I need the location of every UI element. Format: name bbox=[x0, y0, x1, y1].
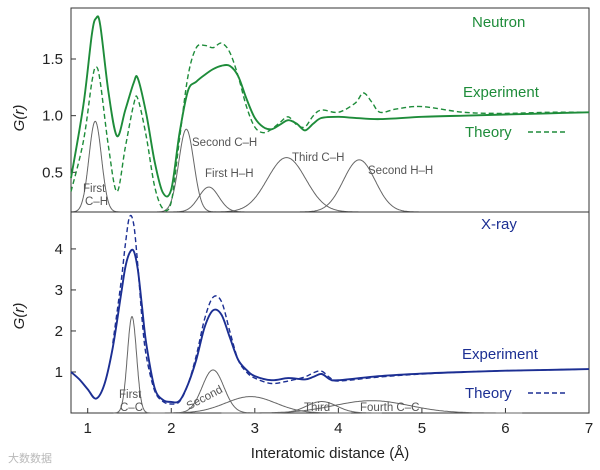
xray-y-axis-label: G(r) bbox=[11, 303, 28, 330]
neutron-experiment-line bbox=[70, 15, 590, 198]
neutron-y-tick-label: 1.5 bbox=[42, 51, 63, 68]
xray-theory-line bbox=[112, 214, 590, 405]
watermark: 大数数据 bbox=[8, 451, 52, 465]
neutron-plot-frame bbox=[70, 7, 590, 213]
neutron-panel: G(r) 0.5 1.0 1.5 Neutron Experiment Theory… bbox=[11, 7, 590, 213]
xray-experiment-line bbox=[70, 248, 590, 404]
xray-title: X-ray bbox=[481, 216, 517, 233]
neutron-legend-experiment: Experiment bbox=[463, 84, 540, 101]
neutron-partial-curve bbox=[295, 159, 423, 213]
xray-partial-curve bbox=[113, 316, 151, 414]
x-tick-label: 2 bbox=[167, 420, 175, 437]
xray-legend-experiment: Experiment bbox=[462, 346, 539, 363]
xray-y-tick-label: 3 bbox=[55, 282, 63, 299]
xray-series bbox=[70, 214, 590, 405]
xray-partials bbox=[113, 316, 523, 414]
neutron-y-ticks: 0.5 1.0 1.5 bbox=[42, 51, 76, 181]
annotation-first-cc-1: First bbox=[119, 389, 142, 401]
annotation-first-hh: First H–H bbox=[205, 168, 254, 180]
annotation-first-ch-2: C–H bbox=[85, 196, 108, 208]
neutron-partial-curve bbox=[156, 128, 217, 213]
neutron-series bbox=[70, 15, 590, 212]
x-tick-label: 5 bbox=[418, 420, 426, 437]
neutron-y-axis-label: G(r) bbox=[11, 105, 28, 132]
xray-partial-curve bbox=[150, 396, 351, 414]
xray-y-tick-label: 2 bbox=[55, 323, 63, 340]
neutron-partial-curve bbox=[71, 120, 121, 213]
annotation-fourth-cc: Fourth C–C bbox=[360, 402, 419, 414]
xray-legend-theory: Theory bbox=[465, 385, 512, 402]
xray-partial-curve bbox=[169, 369, 257, 414]
neutron-y-tick-label: 1.0 bbox=[42, 108, 63, 125]
xray-y-tick-label: 1 bbox=[55, 364, 63, 381]
neutron-legend-theory: Theory bbox=[465, 124, 512, 141]
xray-partial-curve bbox=[221, 400, 523, 414]
x-tick-label: 1 bbox=[84, 420, 92, 437]
xray-y-tick-label: 4 bbox=[55, 241, 63, 258]
annotation-third-ch: Third C–H bbox=[292, 152, 344, 164]
neutron-partial-curve bbox=[168, 186, 249, 213]
neutron-y-tick-label: 0.5 bbox=[42, 164, 63, 181]
neutron-theory-line bbox=[70, 42, 590, 212]
x-ticks: 1 2 3 4 5 6 7 bbox=[84, 408, 593, 437]
annotation-third: Third bbox=[304, 402, 330, 414]
annotation-first-cc-2: C–C bbox=[120, 402, 143, 414]
x-axis-label: Interatomic distance (Å) bbox=[251, 445, 409, 462]
x-tick-label: 4 bbox=[334, 420, 342, 437]
xray-y-ticks: 1 2 3 4 bbox=[55, 241, 76, 381]
xray-plot-frame bbox=[70, 211, 590, 414]
neutron-partials bbox=[71, 120, 423, 213]
neutron-partial-curve bbox=[209, 157, 364, 213]
x-tick-label: 6 bbox=[501, 420, 509, 437]
annotation-second: Second bbox=[185, 384, 225, 413]
xray-panel: G(r) 1 2 3 4 1 2 3 4 5 6 7 X-ray Experiment Theor… bbox=[11, 211, 593, 462]
annotation-second-ch: Second C–H bbox=[192, 137, 257, 149]
annotation-first-ch-1: First bbox=[83, 183, 106, 195]
x-tick-label: 7 bbox=[585, 420, 593, 437]
neutron-title: Neutron bbox=[472, 14, 525, 31]
x-tick-label: 3 bbox=[251, 420, 259, 437]
annotation-second-hh: Second H–H bbox=[368, 165, 433, 177]
